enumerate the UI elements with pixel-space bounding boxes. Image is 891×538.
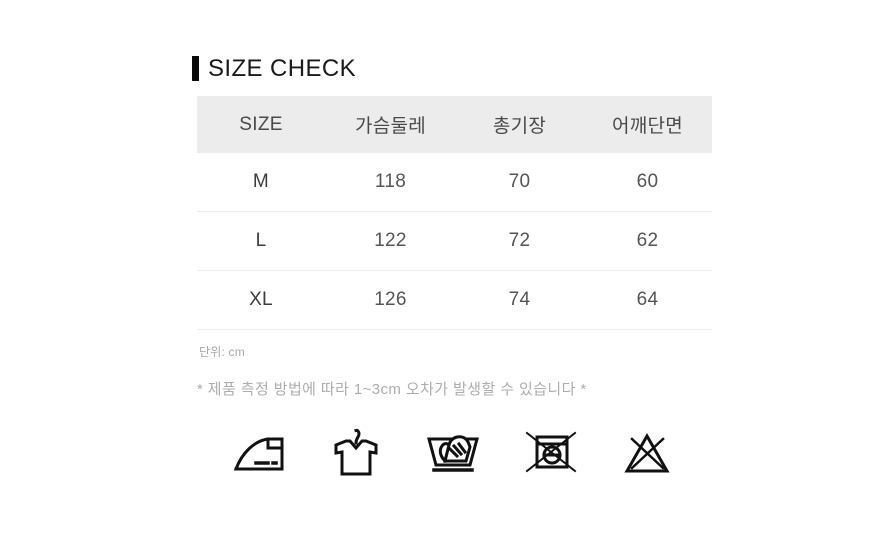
column-header-chest: 가슴둘레 <box>325 96 456 153</box>
cell-size: L <box>197 211 325 271</box>
cell-size: XL <box>197 270 325 330</box>
table-row: XL 126 74 64 <box>197 270 712 330</box>
care-symbol-row <box>228 424 678 484</box>
cell-chest: 122 <box>325 211 456 271</box>
cell-chest: 118 <box>325 153 456 212</box>
cell-shoulder: 64 <box>583 270 712 330</box>
title-accent-bar <box>192 56 199 81</box>
cell-chest: 126 <box>325 270 456 330</box>
size-table-header: SIZE 가슴둘레 총기장 어깨단면 <box>197 96 712 153</box>
column-header-length: 총기장 <box>456 96 583 153</box>
cell-size: M <box>197 153 325 212</box>
hand-wash-icon <box>422 424 484 484</box>
page-title: SIZE CHECK <box>208 54 357 82</box>
cell-length: 74 <box>456 270 583 330</box>
hang-dry-icon <box>325 424 387 484</box>
cell-shoulder: 62 <box>583 211 712 271</box>
measurement-caution-note: * 제품 측정 방법에 따라 1~3cm 오차가 발생할 수 있습니다 * <box>197 381 587 398</box>
cell-shoulder: 60 <box>583 153 712 212</box>
do-not-bleach-icon <box>616 424 678 484</box>
cell-length: 72 <box>456 211 583 271</box>
table-row: L 122 72 62 <box>197 211 712 271</box>
cell-length: 70 <box>456 153 583 212</box>
section-title: SIZE CHECK <box>192 56 356 81</box>
column-header-shoulder: 어깨단면 <box>583 96 712 153</box>
iron-low-temperature-icon <box>228 424 290 484</box>
table-header-row: SIZE 가슴둘레 총기장 어깨단면 <box>197 96 712 153</box>
unit-note: 단위: cm <box>199 345 245 359</box>
size-table: SIZE 가슴둘레 총기장 어깨단면 M 118 70 60 L 122 72 … <box>197 96 712 330</box>
table-row: M 118 70 60 <box>197 153 712 212</box>
do-not-tumble-dry-icon <box>519 424 581 484</box>
column-header-size: SIZE <box>197 96 325 153</box>
size-table-body: M 118 70 60 L 122 72 62 XL 126 74 64 <box>197 153 712 330</box>
